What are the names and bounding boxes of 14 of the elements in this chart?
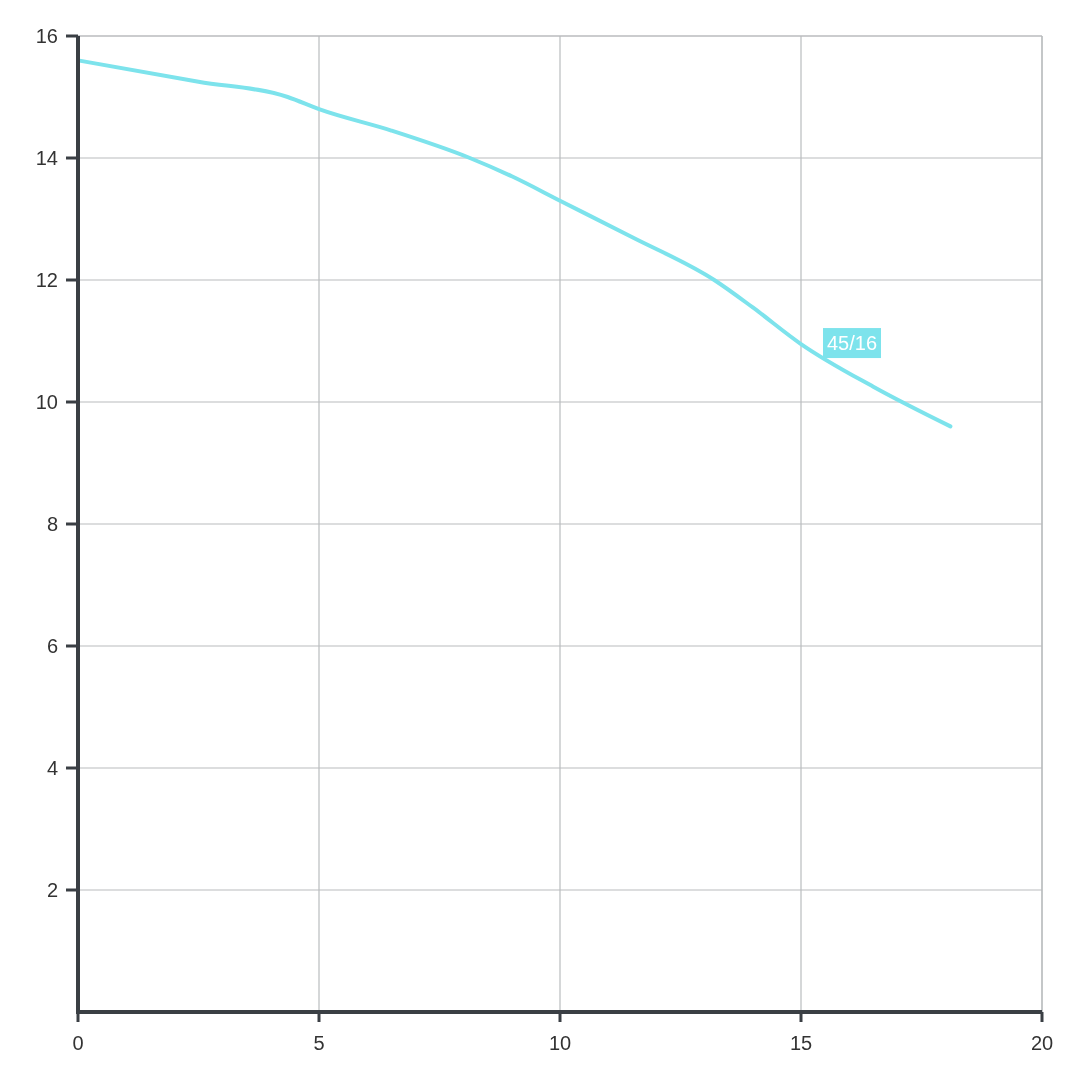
- x-tick-label: 5: [313, 1032, 325, 1054]
- x-tick-label: 10: [548, 1032, 572, 1054]
- x-tick-label: 15: [789, 1032, 813, 1054]
- y-tick-label: 4: [46, 757, 58, 779]
- y-tick-label: 12: [35, 269, 58, 291]
- series-label: 45/16: [826, 332, 878, 355]
- y-tick-label: 14: [35, 147, 58, 169]
- y-tick-label: 6: [46, 635, 58, 657]
- y-tick-label: 2: [46, 879, 58, 901]
- y-tick-label: 16: [35, 25, 58, 47]
- x-tick-label: 0: [72, 1032, 84, 1054]
- y-tick-label: 10: [35, 391, 58, 413]
- y-tick-label: 8: [46, 513, 58, 535]
- x-tick-label: 20: [1030, 1032, 1054, 1054]
